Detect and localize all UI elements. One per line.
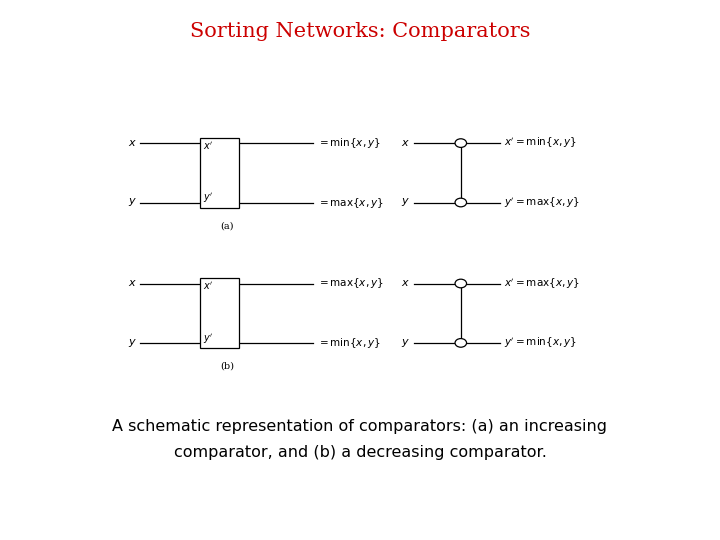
Text: $y$: $y$ [402, 337, 410, 349]
FancyBboxPatch shape [199, 278, 239, 348]
Text: $x' = \min\{x,y\}$: $x' = \min\{x,y\}$ [504, 136, 577, 150]
Text: $x$: $x$ [128, 279, 137, 288]
Text: $x$: $x$ [128, 138, 137, 148]
Text: $x'$: $x'$ [203, 140, 214, 152]
Circle shape [455, 279, 467, 288]
Text: (b): (b) [220, 362, 234, 371]
Circle shape [455, 198, 467, 207]
Text: $= \min\{x,y\}$: $= \min\{x,y\}$ [317, 336, 381, 350]
Text: $x'$: $x'$ [203, 281, 214, 293]
Circle shape [455, 339, 467, 347]
Text: $x' = \max\{x,y\}$: $x' = \max\{x,y\}$ [504, 276, 580, 291]
Text: $y'$: $y'$ [203, 192, 214, 205]
Text: $y$: $y$ [128, 197, 137, 208]
Text: $y' = \min\{x,y\}$: $y' = \min\{x,y\}$ [504, 336, 577, 350]
FancyBboxPatch shape [199, 138, 239, 208]
Text: $x$: $x$ [402, 279, 410, 288]
Text: (a): (a) [220, 221, 233, 231]
Text: $= \max\{x,y\}$: $= \max\{x,y\}$ [317, 195, 384, 210]
Text: $y'$: $y'$ [203, 332, 214, 346]
Text: $y$: $y$ [402, 197, 410, 208]
Text: $x$: $x$ [402, 138, 410, 148]
Text: $= \min\{x,y\}$: $= \min\{x,y\}$ [317, 136, 381, 150]
Circle shape [455, 139, 467, 147]
Text: A schematic representation of comparators: (a) an increasing: A schematic representation of comparator… [112, 418, 608, 434]
Text: $y$: $y$ [128, 337, 137, 349]
Text: Sorting Networks: Comparators: Sorting Networks: Comparators [190, 22, 530, 40]
Text: comparator, and (b) a decreasing comparator.: comparator, and (b) a decreasing compara… [174, 446, 546, 461]
Text: $= \max\{x,y\}$: $= \max\{x,y\}$ [317, 276, 384, 291]
Text: $y' = \max\{x,y\}$: $y' = \max\{x,y\}$ [504, 195, 580, 210]
